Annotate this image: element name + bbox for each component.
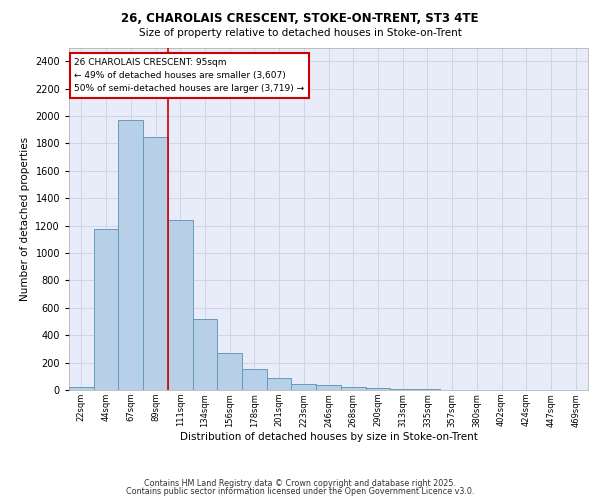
Bar xyxy=(69,386,94,390)
Bar xyxy=(292,384,316,390)
Bar xyxy=(217,353,242,390)
X-axis label: Distribution of detached houses by size in Stoke-on-Trent: Distribution of detached houses by size … xyxy=(179,432,478,442)
Bar xyxy=(168,220,193,390)
Bar xyxy=(94,229,118,390)
Text: 26 CHAROLAIS CRESCENT: 95sqm
← 49% of detached houses are smaller (3,607)
50% of: 26 CHAROLAIS CRESCENT: 95sqm ← 49% of de… xyxy=(74,58,304,93)
Bar xyxy=(242,369,267,390)
Bar xyxy=(193,320,217,390)
Text: Contains public sector information licensed under the Open Government Licence v3: Contains public sector information licen… xyxy=(126,487,474,496)
Bar xyxy=(316,385,341,390)
Text: 26, CHAROLAIS CRESCENT, STOKE-ON-TRENT, ST3 4TE: 26, CHAROLAIS CRESCENT, STOKE-ON-TRENT, … xyxy=(121,12,479,26)
Bar xyxy=(267,378,292,390)
Bar xyxy=(118,120,143,390)
Text: Size of property relative to detached houses in Stoke-on-Trent: Size of property relative to detached ho… xyxy=(139,28,461,38)
Text: Contains HM Land Registry data © Crown copyright and database right 2025.: Contains HM Land Registry data © Crown c… xyxy=(144,478,456,488)
Bar xyxy=(341,388,365,390)
Bar xyxy=(390,388,415,390)
Y-axis label: Number of detached properties: Number of detached properties xyxy=(20,136,29,301)
Bar xyxy=(365,388,390,390)
Bar xyxy=(143,136,168,390)
